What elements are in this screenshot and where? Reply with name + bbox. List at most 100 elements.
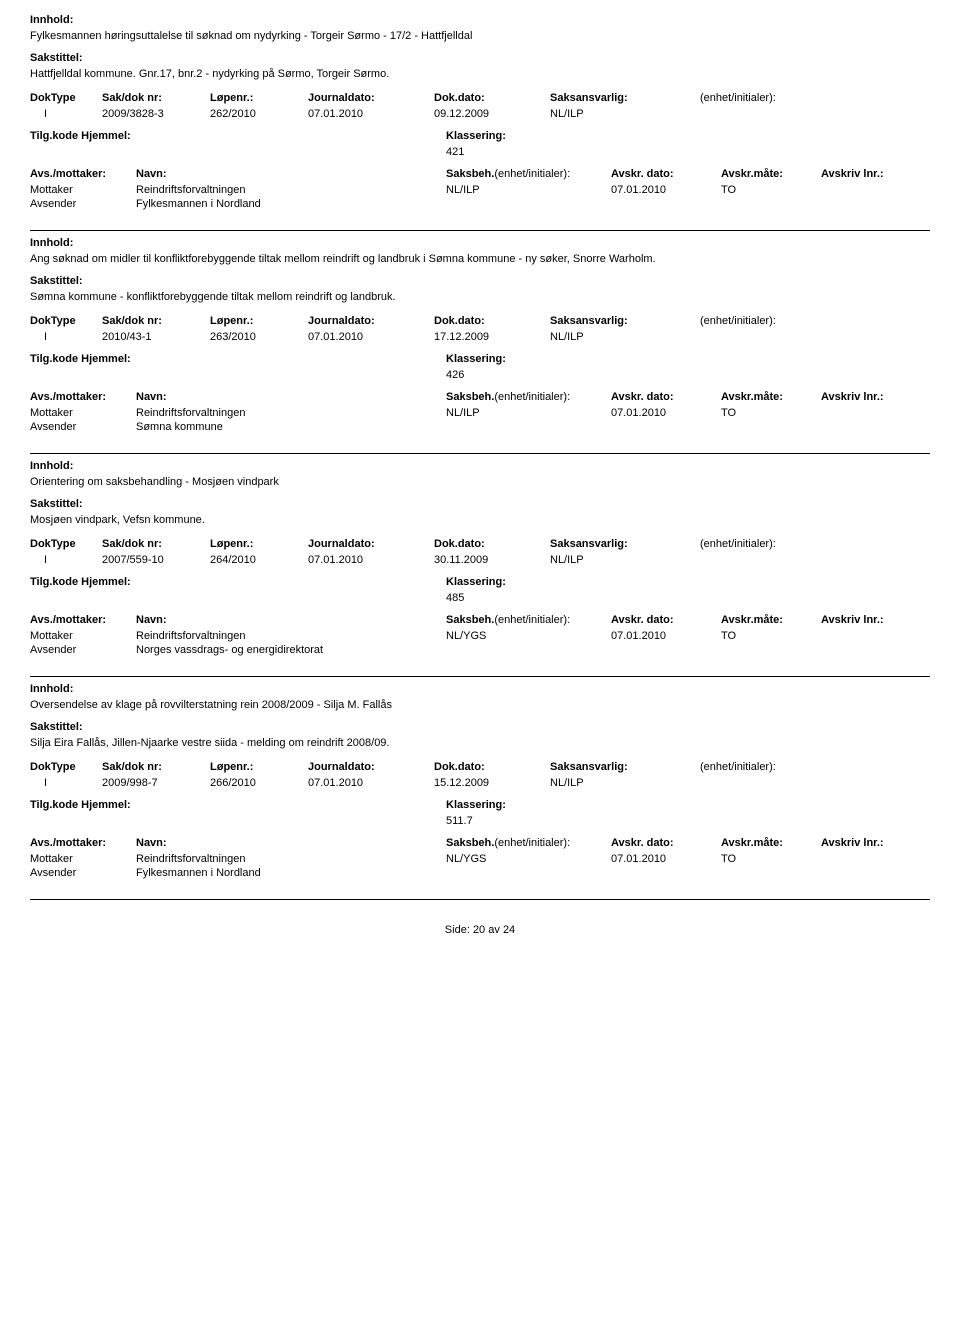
sakdok-value: 2007/559-10 <box>102 554 210 566</box>
avskrdato-value: 07.01.2010 <box>611 407 721 419</box>
sakdok-value: 2009/998-7 <box>102 777 210 789</box>
journaldato-label: Journaldato: <box>308 315 434 327</box>
mottaker-navn: Reindriftsforvaltningen <box>136 630 446 642</box>
sakdok-label: Sak/dok nr: <box>102 538 210 550</box>
saksansvarlig-label: Saksansvarlig: <box>550 315 700 327</box>
enhet-label: (enhet/initialer): <box>700 538 850 550</box>
journal-record: Innhold: Oversendelse av klage på rovvil… <box>30 683 930 900</box>
meta-value-row: I 2007/559-10 264/2010 07.01.2010 30.11.… <box>30 554 930 566</box>
journaldato-value: 07.01.2010 <box>308 331 434 343</box>
journaldato-value: 07.01.2010 <box>308 777 434 789</box>
navn-label: Navn: <box>136 614 446 626</box>
avsmottaker-label: Avs./mottaker: <box>30 391 136 403</box>
avskrivlnr-label: Avskriv lnr.: <box>821 168 921 180</box>
klassering-header-row: Tilg.kode Hjemmel: Klassering: <box>30 576 930 588</box>
avskrdato-value: 07.01.2010 <box>611 853 721 865</box>
klassering-value: 511.7 <box>446 815 846 827</box>
mottaker-label: Mottaker <box>30 853 136 865</box>
innhold-text: Orientering om saksbehandling - Mosjøen … <box>30 476 930 488</box>
avskrivlnr-label: Avskriv lnr.: <box>821 837 921 849</box>
sakdok-label: Sak/dok nr: <box>102 761 210 773</box>
mottaker-navn: Reindriftsforvaltningen <box>136 853 446 865</box>
meta-value-row: I 2009/998-7 266/2010 07.01.2010 15.12.2… <box>30 777 930 789</box>
innhold-label: Innhold: <box>30 237 930 249</box>
klassering-value: 426 <box>446 369 846 381</box>
avskrmate-label: Avskr.måte: <box>721 391 821 403</box>
journaldato-label: Journaldato: <box>308 761 434 773</box>
avsmottaker-label: Avs./mottaker: <box>30 614 136 626</box>
avsmottaker-label: Avs./mottaker: <box>30 168 136 180</box>
doktype-value: I <box>30 331 102 343</box>
avskrdato-value: 07.01.2010 <box>611 184 721 196</box>
avsender-row: Avsender Fylkesmannen i Nordland <box>30 867 930 879</box>
saksbeh-label: Saksbeh.(enhet/initialer): <box>446 614 611 626</box>
mottaker-row: Mottaker Reindriftsforvaltningen NL/ILP … <box>30 184 930 196</box>
mottaker-label: Mottaker <box>30 630 136 642</box>
klassering-value-row: 485 <box>30 592 930 604</box>
journaldato-label: Journaldato: <box>308 538 434 550</box>
party-header-row: Avs./mottaker: Navn: Saksbeh.(enhet/init… <box>30 614 930 626</box>
sakstittel-text: Sømna kommune - konfliktforebyggende til… <box>30 291 930 303</box>
lopenr-label: Løpenr.: <box>210 761 308 773</box>
journal-record: Innhold: Orientering om saksbehandling -… <box>30 460 930 677</box>
dokdato-value: 30.11.2009 <box>434 554 550 566</box>
avskrdato-label: Avskr. dato: <box>611 614 721 626</box>
enhet-label: (enhet/initialer): <box>700 315 850 327</box>
saksbeh-value: NL/ILP <box>446 184 611 196</box>
avskrivlnr-label: Avskriv lnr.: <box>821 391 921 403</box>
sakstittel-text: Hattfjelldal kommune. Gnr.17, bnr.2 - ny… <box>30 68 930 80</box>
tilgkode-hjemmel-label: Tilg.kode Hjemmel: <box>30 353 210 365</box>
lopenr-value: 266/2010 <box>210 777 308 789</box>
sakstittel-label: Sakstittel: <box>30 275 930 287</box>
meta-header-row: DokType Sak/dok nr: Løpenr.: Journaldato… <box>30 315 930 327</box>
avsender-label: Avsender <box>30 867 136 879</box>
enhet-label: (enhet/initialer): <box>700 761 850 773</box>
avsender-navn: Fylkesmannen i Nordland <box>136 198 446 210</box>
dokdato-label: Dok.dato: <box>434 761 550 773</box>
innhold-text: Ang søknad om midler til konfliktforebyg… <box>30 253 930 265</box>
tilgkode-hjemmel-label: Tilg.kode Hjemmel: <box>30 576 210 588</box>
saksbeh-value: NL/ILP <box>446 407 611 419</box>
avsender-row: Avsender Sømna kommune <box>30 421 930 433</box>
mottaker-navn: Reindriftsforvaltningen <box>136 184 446 196</box>
tilgkode-hjemmel-label: Tilg.kode Hjemmel: <box>30 799 210 811</box>
mottaker-navn: Reindriftsforvaltningen <box>136 407 446 419</box>
meta-header-row: DokType Sak/dok nr: Løpenr.: Journaldato… <box>30 761 930 773</box>
footer-page: 20 <box>473 924 485 936</box>
saksansvarlig-label: Saksansvarlig: <box>550 92 700 104</box>
klassering-header-row: Tilg.kode Hjemmel: Klassering: <box>30 130 930 142</box>
doktype-value: I <box>30 777 102 789</box>
avskrmate-value: TO <box>721 853 821 865</box>
avskrdato-label: Avskr. dato: <box>611 837 721 849</box>
sakstittel-label: Sakstittel: <box>30 721 930 733</box>
journaldato-label: Journaldato: <box>308 92 434 104</box>
dokdato-label: Dok.dato: <box>434 315 550 327</box>
doktype-label: DokType <box>30 92 102 104</box>
sakdok-label: Sak/dok nr: <box>102 92 210 104</box>
saksansvarlig-value: NL/ILP <box>550 331 700 343</box>
saksansvarlig-label: Saksansvarlig: <box>550 538 700 550</box>
mottaker-row: Mottaker Reindriftsforvaltningen NL/YGS … <box>30 630 930 642</box>
sakstittel-text: Mosjøen vindpark, Vefsn kommune. <box>30 514 930 526</box>
avskrdato-value: 07.01.2010 <box>611 630 721 642</box>
journal-record: Innhold: Fylkesmannen høringsuttalelse t… <box>30 14 930 231</box>
sakstittel-label: Sakstittel: <box>30 52 930 64</box>
avsender-label: Avsender <box>30 198 136 210</box>
avskrmate-label: Avskr.måte: <box>721 168 821 180</box>
sakdok-value: 2010/43-1 <box>102 331 210 343</box>
footer-av: av <box>488 924 500 936</box>
saksbeh-label: Saksbeh.(enhet/initialer): <box>446 391 611 403</box>
mottaker-label: Mottaker <box>30 407 136 419</box>
klassering-label: Klassering: <box>446 799 846 811</box>
saksbeh-value: NL/YGS <box>446 630 611 642</box>
avsender-navn: Norges vassdrags- og energidirektorat <box>136 644 446 656</box>
dokdato-value: 15.12.2009 <box>434 777 550 789</box>
lopenr-value: 263/2010 <box>210 331 308 343</box>
saksansvarlig-value: NL/ILP <box>550 108 700 120</box>
avskrmate-value: TO <box>721 184 821 196</box>
avsmottaker-label: Avs./mottaker: <box>30 837 136 849</box>
dokdato-value: 09.12.2009 <box>434 108 550 120</box>
mottaker-row: Mottaker Reindriftsforvaltningen NL/YGS … <box>30 853 930 865</box>
lopenr-label: Løpenr.: <box>210 92 308 104</box>
saksbeh-label: Saksbeh.(enhet/initialer): <box>446 168 611 180</box>
